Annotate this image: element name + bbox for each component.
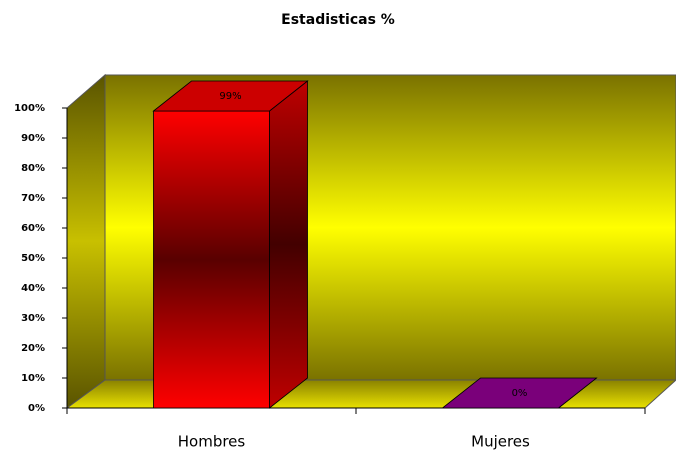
x-tick-label: Hombres — [178, 433, 246, 451]
y-tick-label: 10% — [21, 373, 45, 384]
chart-title: Estadisticas % — [281, 12, 395, 28]
x-tick-label: Mujeres — [471, 433, 530, 451]
y-tick-label: 80% — [21, 163, 45, 174]
y-tick-label: 100% — [14, 103, 45, 114]
bar-top — [441, 377, 598, 409]
y-tick-label: 30% — [21, 313, 45, 324]
value-label: 99% — [219, 91, 241, 102]
y-tick-label: 90% — [21, 133, 45, 144]
value-label: 0% — [512, 388, 528, 399]
y-tick-label: 20% — [21, 343, 45, 354]
bar-top — [152, 80, 309, 112]
y-tick-label: 60% — [21, 223, 45, 234]
y-tick-label: 0% — [28, 403, 45, 414]
side-wall — [66, 73, 106, 409]
bar-side — [269, 80, 308, 409]
bar-front — [153, 110, 270, 409]
y-tick-label: 40% — [21, 283, 45, 294]
y-tick-label: 70% — [21, 193, 45, 204]
y-tick-label: 50% — [21, 253, 45, 264]
